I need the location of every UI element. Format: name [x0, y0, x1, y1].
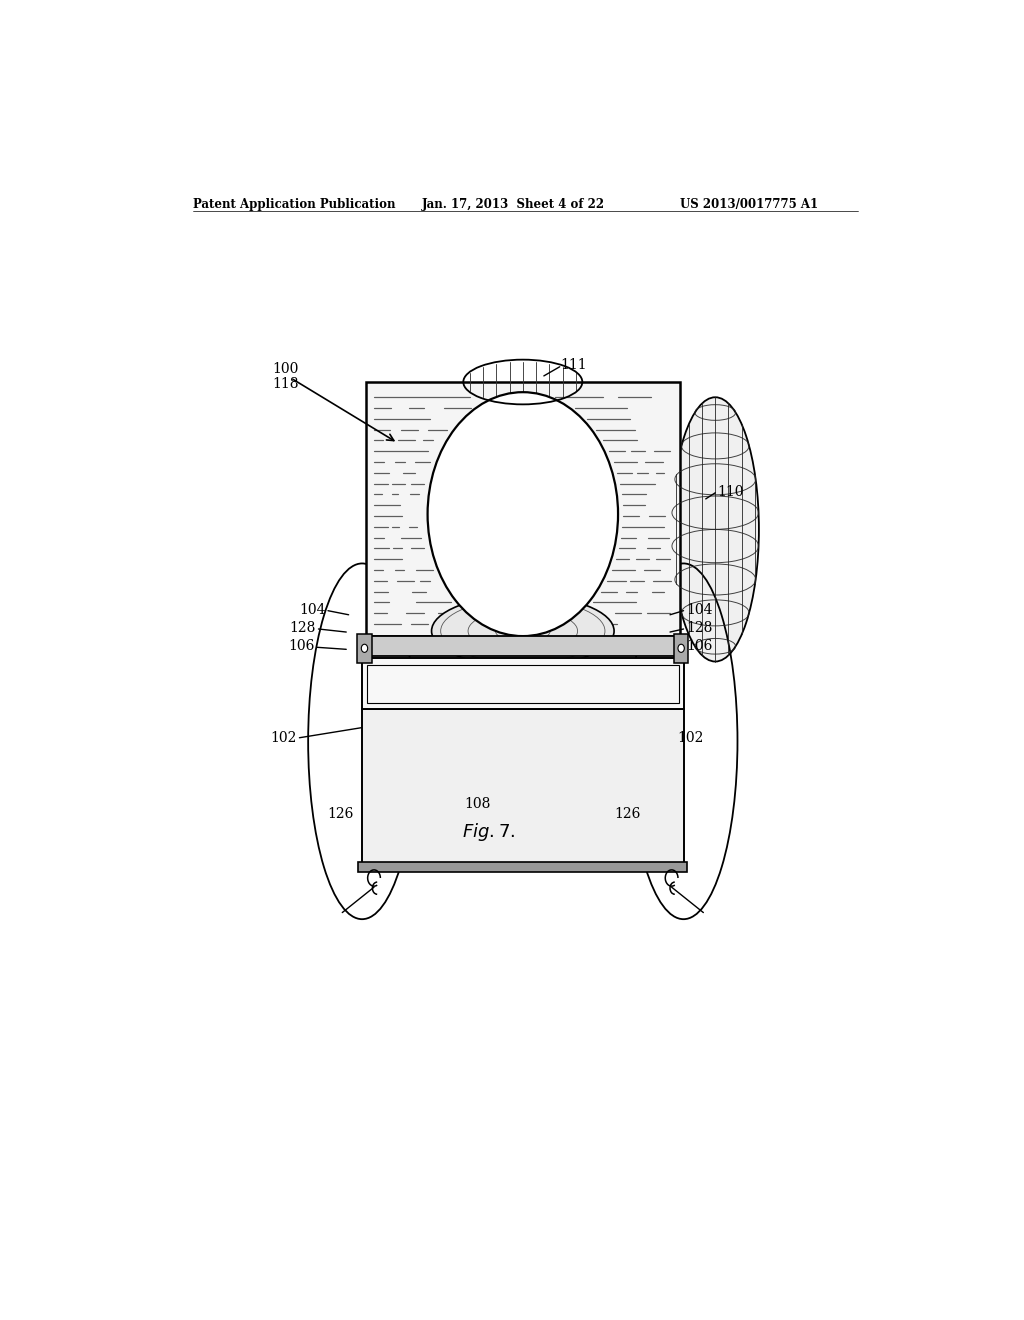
Text: 108: 108: [464, 797, 490, 810]
Text: Jan. 17, 2013  Sheet 4 of 22: Jan. 17, 2013 Sheet 4 of 22: [422, 198, 605, 211]
Text: 102: 102: [677, 731, 703, 744]
Text: 111: 111: [560, 358, 587, 372]
Bar: [362, 659, 684, 709]
Bar: [674, 634, 688, 663]
Text: 126: 126: [328, 807, 354, 821]
Text: $\mathit{Fig.7.}$: $\mathit{Fig.7.}$: [463, 821, 516, 843]
Text: 106: 106: [686, 639, 713, 653]
Text: 104: 104: [686, 603, 713, 616]
Ellipse shape: [672, 397, 759, 661]
Text: 110: 110: [717, 484, 743, 499]
Circle shape: [361, 644, 368, 652]
Text: 118: 118: [272, 378, 299, 391]
Circle shape: [428, 392, 618, 636]
Text: US 2013/0017775 A1: US 2013/0017775 A1: [680, 198, 818, 211]
Bar: [362, 709, 684, 867]
Ellipse shape: [431, 595, 614, 667]
Text: 126: 126: [614, 807, 641, 821]
Circle shape: [678, 644, 684, 652]
Text: 100: 100: [272, 362, 299, 376]
Bar: [357, 634, 372, 663]
Bar: [367, 381, 680, 636]
Text: Patent Application Publication: Patent Application Publication: [194, 198, 395, 211]
Text: 128: 128: [686, 620, 713, 635]
Bar: [367, 664, 679, 704]
Text: 106: 106: [288, 639, 314, 653]
Text: 104: 104: [299, 603, 326, 616]
Text: 102: 102: [270, 731, 297, 744]
Bar: [358, 636, 687, 656]
Text: 128: 128: [290, 620, 316, 635]
Bar: [358, 862, 687, 873]
